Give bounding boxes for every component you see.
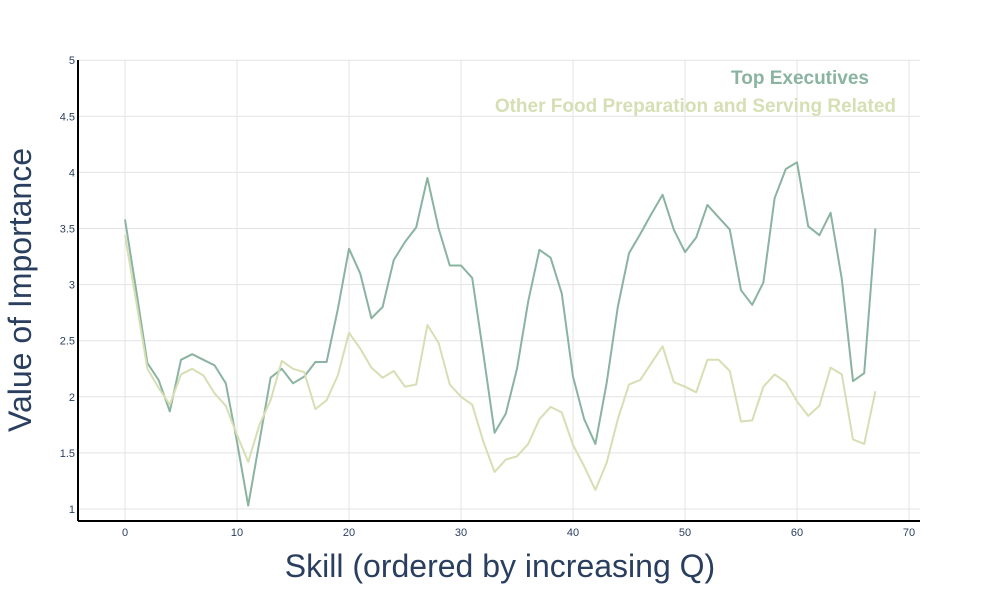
- tick-labels: 0 10 20 30 40 50 60 70 1 1.5 2 2.5 3 3.5 4 4.5 5: [60, 55, 915, 539]
- x-tick-label: 40: [567, 527, 579, 539]
- legend-entry: Other Food Preparation and Serving Relat…: [495, 96, 896, 117]
- series-line-2: [124, 235, 877, 491]
- x-tick-label: 10: [231, 527, 243, 539]
- x-tick-label: 70: [903, 527, 915, 539]
- x-tick-label: 50: [679, 527, 691, 539]
- y-tick-label: 2.5: [60, 336, 75, 348]
- x-tick-label: 30: [455, 527, 467, 539]
- legend: Top Executives Other Food Preparation and…: [495, 68, 896, 117]
- x-axis-title: Skill (ordered by increasing Q): [285, 548, 715, 584]
- chart-axes: [77, 60, 920, 522]
- y-tick-label: 1.5: [60, 448, 75, 460]
- series-lines: [124, 161, 877, 507]
- x-tick-label: 0: [122, 527, 128, 539]
- y-tick-label: 5: [69, 55, 75, 67]
- y-tick-label: 2: [69, 392, 75, 404]
- chart-grid: [78, 59, 920, 521]
- series-line-1: [124, 161, 877, 507]
- x-tick-label: 60: [791, 527, 803, 539]
- y-axis-title: Value of Importance: [2, 148, 38, 432]
- y-tick-label: 4: [69, 167, 75, 179]
- y-tick-label: 3.5: [60, 224, 75, 236]
- y-tick-label: 3: [69, 280, 75, 292]
- y-tick-label: 1: [69, 504, 75, 516]
- legend-entry: Top Executives: [731, 68, 869, 89]
- y-tick-label: 4.5: [60, 111, 75, 123]
- x-tick-label: 20: [343, 527, 355, 539]
